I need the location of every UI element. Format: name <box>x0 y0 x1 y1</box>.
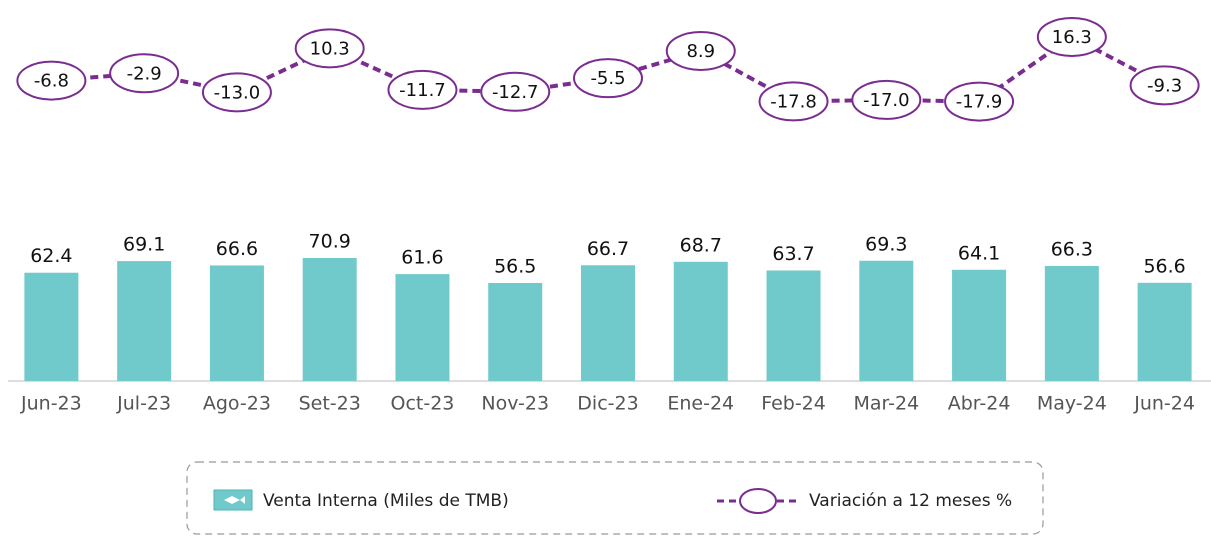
line-marker <box>944 81 1015 122</box>
bar <box>1137 282 1192 381</box>
line-label: -6.8 <box>34 71 69 92</box>
bar-label: 64.1 <box>958 242 1000 264</box>
line-marker <box>573 58 643 99</box>
bar-label: 62.4 <box>30 245 72 267</box>
line-label: 16.3 <box>1052 27 1092 48</box>
bar <box>581 265 635 381</box>
line-marker <box>758 81 829 122</box>
legend-label: Venta Interna (Miles de TMB) <box>263 491 509 511</box>
line-marker <box>851 79 922 120</box>
x-tick-label: Abr-24 <box>948 393 1011 415</box>
line-marker <box>109 53 180 94</box>
line-label: -2.9 <box>127 63 162 84</box>
line-label: -12.7 <box>492 82 539 103</box>
x-tick-label: Nov-23 <box>481 393 549 415</box>
legend-line-icon <box>717 488 799 514</box>
line-marker <box>16 60 87 101</box>
legend-box <box>186 461 1044 535</box>
line-marker <box>387 69 458 110</box>
bar <box>488 282 543 381</box>
bar-label: 61.6 <box>401 247 443 269</box>
line-marker <box>1036 16 1107 57</box>
line-marker <box>201 72 272 113</box>
line-label: -5.5 <box>590 68 625 89</box>
x-tick-label: Oct-23 <box>391 393 455 415</box>
x-tick-label: Jun-23 <box>20 393 82 415</box>
line-marker <box>480 71 551 112</box>
bar <box>24 272 79 381</box>
line-label: -11.7 <box>399 80 446 101</box>
legend-bar-icon <box>213 489 253 511</box>
line-marker <box>1129 65 1200 106</box>
bar-label: 68.7 <box>680 234 722 256</box>
x-tick-label: Set-23 <box>299 393 361 415</box>
bar <box>117 261 172 381</box>
x-tick-label: Feb-24 <box>761 393 826 415</box>
line-label: -17.0 <box>863 90 910 111</box>
bar <box>209 265 264 381</box>
x-tick-label: Ene-24 <box>667 393 734 415</box>
line-label: -13.0 <box>214 82 261 103</box>
bar-label: 66.7 <box>587 238 629 260</box>
bar <box>395 274 450 381</box>
bar-label: 56.5 <box>494 255 536 277</box>
line-marker <box>294 28 365 69</box>
bar <box>673 261 728 381</box>
x-tick-label: Jun-24 <box>1133 393 1195 415</box>
line-label: -9.3 <box>1147 75 1182 96</box>
bar-label: 70.9 <box>309 230 351 252</box>
bar-label: 66.6 <box>216 238 258 260</box>
legend-label: Variación a 12 meses % <box>809 491 1012 511</box>
x-tick-label: May-24 <box>1037 393 1107 415</box>
bar <box>1044 265 1099 381</box>
line-label: -17.9 <box>956 92 1003 113</box>
bar-label: 56.6 <box>1143 255 1185 277</box>
x-tick-label: Dic-23 <box>577 393 638 415</box>
bar-label: 69.3 <box>865 233 907 255</box>
line-label: 10.3 <box>310 38 350 59</box>
bar-label: 63.7 <box>772 243 814 265</box>
bar <box>766 270 821 381</box>
bar <box>302 257 357 381</box>
bar <box>859 260 914 381</box>
x-tick-label: Ago-23 <box>203 393 271 415</box>
bar-label: 66.3 <box>1051 238 1093 260</box>
line-label: -17.8 <box>770 91 817 112</box>
bar <box>952 269 1007 381</box>
bar-label: 69.1 <box>123 234 165 256</box>
x-tick-label: Jul-23 <box>116 393 171 415</box>
line-marker <box>665 30 736 71</box>
x-tick-label: Mar-24 <box>853 393 919 415</box>
line-label: 8.9 <box>686 41 715 62</box>
